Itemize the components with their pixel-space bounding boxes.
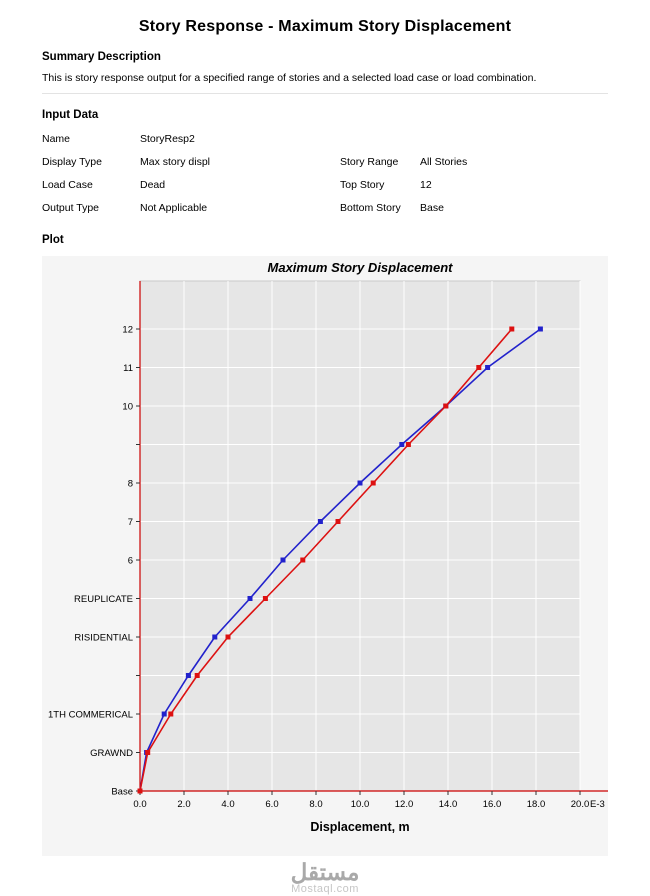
data-point-marker: [225, 634, 231, 640]
data-point-marker: [212, 634, 218, 640]
data-point-marker: [537, 326, 543, 332]
x-tick-label: 4.0: [221, 799, 234, 810]
data-point-marker: [485, 365, 491, 370]
x-tick-label: 8.0: [309, 799, 322, 810]
field-value: Base: [420, 201, 444, 214]
summary-description-heading: Summary Description: [42, 51, 161, 63]
x-tick-label: 16.0: [483, 799, 502, 810]
y-tick-label: 7: [128, 517, 133, 528]
data-point-marker: [194, 673, 200, 678]
data-point-marker: [509, 326, 515, 332]
field-label: Display Type: [42, 155, 102, 168]
data-point-marker: [145, 750, 151, 755]
data-point-marker: [280, 557, 286, 563]
input-row-output-type: Output Type Not Applicable Bottom Story …: [42, 196, 608, 219]
data-point-marker: [168, 711, 174, 717]
summary-description-text: This is story response output for a spec…: [42, 72, 608, 94]
input-row-name: Name StoryResp2: [42, 127, 608, 150]
x-tick-label: 14.0: [439, 799, 458, 810]
x-tick-label: 10.0: [351, 799, 370, 810]
field-label: Name: [42, 132, 71, 145]
field-value: 12: [420, 178, 432, 191]
field-label: Output Type: [42, 201, 100, 214]
x-axis-unit: E-3: [590, 799, 605, 810]
y-tick-label: GRAWND: [90, 748, 133, 759]
input-row-display-type: Display Type Max story displ Story Range…: [42, 150, 608, 173]
data-point-marker: [300, 557, 306, 563]
y-tick-label: 10: [122, 402, 133, 413]
chart-title: Maximum Story Displacement: [268, 260, 454, 275]
data-point-marker: [185, 673, 191, 678]
field-value: Dead: [140, 178, 166, 191]
field-label: Bottom Story: [340, 201, 401, 214]
field-value: Not Applicable: [140, 201, 208, 214]
chart-svg: Base GRAWND 1TH COMMERICAL RISIDENTIAL REUPL…: [48, 260, 608, 834]
data-point-marker: [476, 365, 482, 370]
y-tick-label: Base: [111, 787, 133, 798]
y-tick-label: 11: [123, 363, 133, 374]
field-label: Story Range: [340, 155, 399, 168]
input-data-table: Name StoryResp2 Display Type Max story d…: [42, 127, 608, 219]
input-row-load-case: Load Case Dead Top Story 12: [42, 173, 608, 196]
data-point-marker: [137, 788, 143, 794]
field-value: All Stories: [420, 155, 468, 168]
x-tick-label: 6.0: [265, 799, 278, 810]
watermark-arabic-text: مستقل: [290, 859, 360, 885]
watermark-site-text: Mostaql.com: [291, 883, 359, 896]
data-point-marker: [405, 442, 411, 447]
y-tick-label: 12: [122, 325, 133, 336]
story-displacement-chart: Base GRAWND 1TH COMMERICAL RISIDENTIAL REUPL…: [42, 256, 608, 856]
field-value: Max story displ: [140, 155, 211, 168]
field-label: Top Story: [340, 178, 385, 191]
x-tick-label: 12.0: [395, 799, 414, 810]
data-point-marker: [335, 519, 341, 524]
data-point-marker: [317, 519, 323, 524]
data-point-marker: [247, 596, 253, 601]
field-label: Load Case: [42, 178, 93, 191]
x-tick-label: 18.0: [527, 799, 546, 810]
y-tick-label: 1TH COMMERICAL: [48, 710, 133, 721]
data-point-marker: [399, 442, 405, 447]
data-point-marker: [161, 711, 167, 717]
x-axis-label: Displacement, m: [310, 820, 409, 834]
y-tick-label: RISIDENTIAL: [74, 633, 133, 644]
field-value: StoryResp2: [140, 132, 195, 145]
data-point-marker: [443, 403, 449, 409]
y-tick-label: REUPLICATE: [74, 594, 133, 605]
data-point-marker: [357, 480, 363, 486]
plot-heading: Plot: [42, 234, 64, 246]
y-tick-label: 6: [128, 556, 133, 567]
y-tick-label: 8: [128, 479, 133, 490]
data-point-marker: [370, 480, 376, 486]
input-data-heading: Input Data: [42, 109, 99, 121]
page-title: Story Response - Maximum Story Displacem…: [138, 18, 512, 35]
data-point-marker: [262, 596, 268, 601]
watermark: مستقل Mostaql.com: [42, 860, 608, 896]
x-tick-label: 20.0: [571, 799, 590, 810]
x-tick-label: 2.0: [177, 799, 190, 810]
x-tick-label: 0.0: [133, 799, 146, 810]
